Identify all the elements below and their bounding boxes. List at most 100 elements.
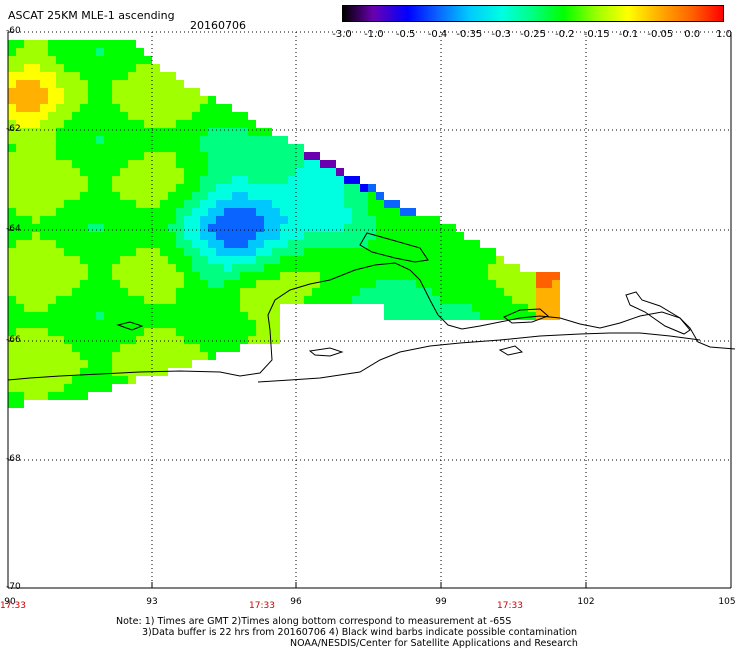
swath-cell	[384, 256, 392, 264]
swath-cell	[232, 152, 240, 160]
swath-cell	[368, 224, 376, 232]
swath-cell	[272, 304, 280, 312]
swath-cell	[120, 200, 128, 208]
swath-cell	[232, 216, 240, 224]
swath-cell	[240, 264, 248, 272]
swath-cell	[56, 72, 64, 80]
swath-cell	[104, 56, 112, 64]
swath-cell	[424, 264, 432, 272]
swath-cell	[496, 264, 504, 272]
swath-cell	[296, 264, 304, 272]
swath-cell	[80, 392, 88, 400]
swath-cell	[184, 120, 192, 128]
swath-cell	[432, 240, 440, 248]
swath-cell	[440, 256, 448, 264]
swath-cell	[96, 144, 104, 152]
swath-cell	[56, 352, 64, 360]
swath-cell	[104, 192, 112, 200]
swath-cell	[344, 264, 352, 272]
swath-cell	[408, 248, 416, 256]
swath-cell	[16, 96, 24, 104]
swath-cell	[64, 168, 72, 176]
swath-cell	[240, 296, 248, 304]
swath-cell	[400, 224, 408, 232]
swath-cell	[48, 192, 56, 200]
swath-cell	[120, 336, 128, 344]
swath-cell	[240, 232, 248, 240]
swath-cell	[96, 104, 104, 112]
swath-cell	[272, 272, 280, 280]
swath-cell	[208, 176, 216, 184]
swath-cell	[64, 376, 72, 384]
ice-shelf-outline	[257, 332, 701, 383]
swath-cell	[280, 184, 288, 192]
swath-cell	[80, 232, 88, 240]
swath-cell	[24, 152, 32, 160]
swath-cell	[136, 328, 144, 336]
swath-cell	[176, 312, 184, 320]
swath-cell	[72, 216, 80, 224]
swath-cell	[8, 368, 16, 376]
swath-cell	[160, 304, 168, 312]
swath-cell	[424, 288, 432, 296]
swath-cell	[8, 392, 16, 400]
swath-cell	[224, 112, 232, 120]
swath-cell	[240, 184, 248, 192]
swath-cell	[104, 384, 112, 392]
swath-cell	[360, 288, 368, 296]
island-outline-2	[503, 308, 549, 324]
swath-cell	[88, 240, 96, 248]
swath-cell	[48, 56, 56, 64]
swath-cell	[304, 240, 312, 248]
swath-cell	[416, 256, 424, 264]
swath-cell	[24, 144, 32, 152]
swath-cell	[152, 256, 160, 264]
swath-cell	[32, 328, 40, 336]
swath-cell	[128, 48, 136, 56]
swath-cell	[504, 280, 512, 288]
swath-cell	[48, 48, 56, 56]
swath-cell	[448, 280, 456, 288]
swath-cell	[208, 160, 216, 168]
swath-cell	[240, 200, 248, 208]
swath-cell	[416, 312, 424, 320]
swath-cell	[128, 360, 136, 368]
swath-cell	[40, 64, 48, 72]
swath-cell	[120, 280, 128, 288]
swath-cell	[512, 264, 520, 272]
swath-cell	[8, 184, 16, 192]
swath-cell	[136, 152, 144, 160]
swath-cell	[224, 304, 232, 312]
swath-cell	[80, 64, 88, 72]
swath-cell	[296, 200, 304, 208]
swath-cell	[8, 64, 16, 72]
swath-cell	[16, 288, 24, 296]
swath-cell	[48, 160, 56, 168]
swath-cell	[72, 360, 80, 368]
swath-cell	[8, 336, 16, 344]
swath-cell	[200, 256, 208, 264]
swath-cell	[32, 248, 40, 256]
swath-cell	[240, 272, 248, 280]
note-line-1: Note: 1) Times are GMT 2)Times along bot…	[116, 616, 512, 627]
swath-cell	[32, 312, 40, 320]
swath-cell	[304, 152, 312, 160]
swath-cell	[176, 320, 184, 328]
swath-cell	[304, 232, 312, 240]
swath-cell	[136, 248, 144, 256]
swath-cell	[24, 72, 32, 80]
swath-cell	[32, 136, 40, 144]
swath-cell	[32, 176, 40, 184]
swath-cell	[328, 240, 336, 248]
swath-cell	[528, 272, 536, 280]
swath-cell	[248, 248, 256, 256]
product-date: 20160706	[190, 19, 246, 32]
swath-cell	[24, 168, 32, 176]
swath-cell	[72, 248, 80, 256]
swath-cell	[72, 128, 80, 136]
swath-cell	[432, 304, 440, 312]
swath-cell	[112, 352, 120, 360]
swath-cell	[144, 168, 152, 176]
swath-cell	[24, 104, 32, 112]
swath-cell	[376, 296, 384, 304]
